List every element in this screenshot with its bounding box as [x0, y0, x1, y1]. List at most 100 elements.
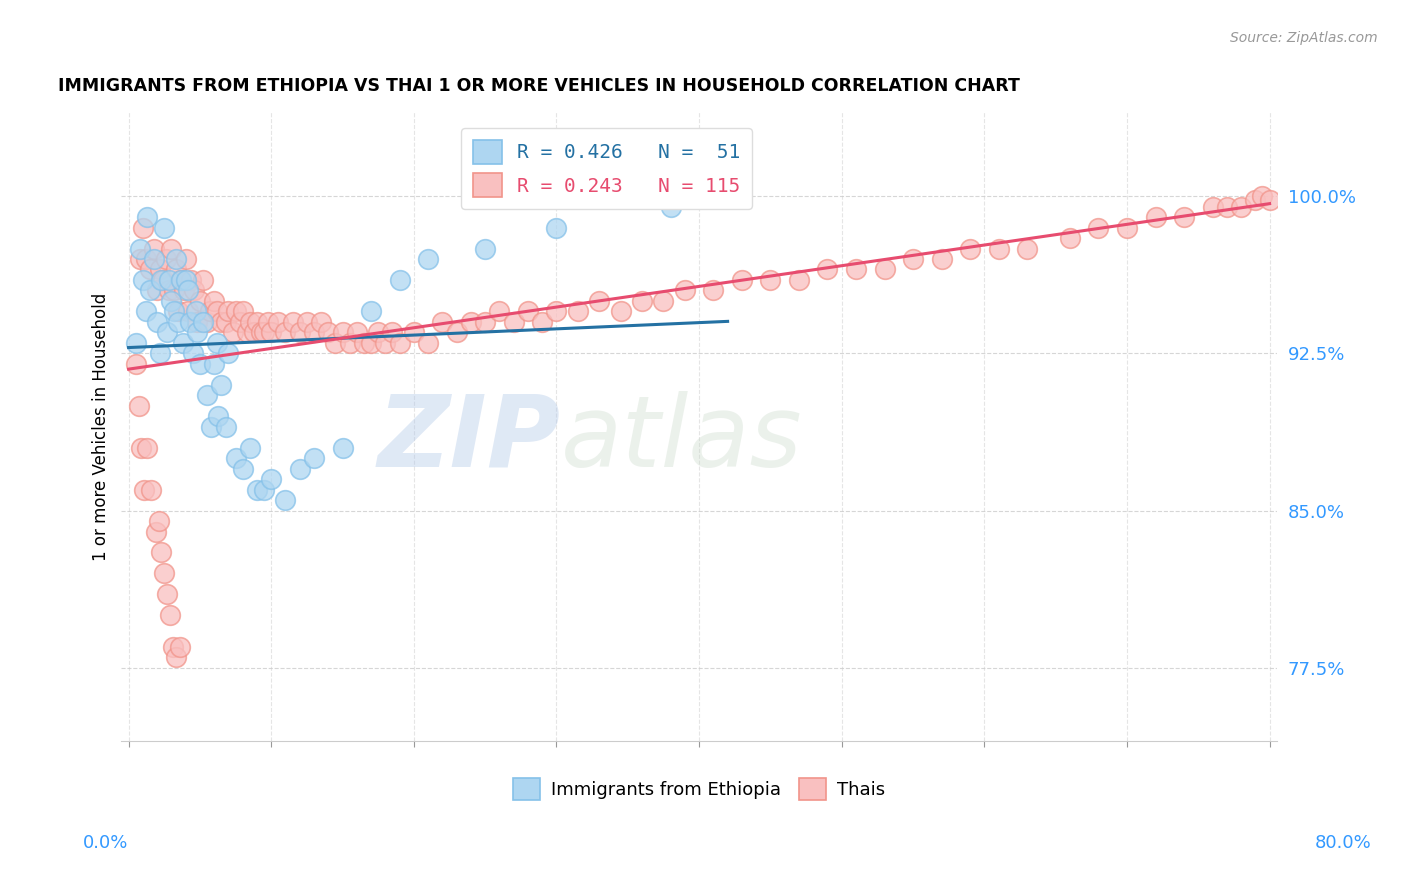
Point [546, 220, 568, 235]
Point [588, 293, 610, 308]
Point [446, 326, 468, 340]
Point [332, 441, 354, 455]
Point [157, 273, 180, 287]
Point [139, 262, 162, 277]
Point [631, 293, 654, 308]
Point [1173, 210, 1195, 224]
Point [174, 273, 197, 287]
Point [246, 315, 269, 329]
Point [250, 326, 273, 340]
Point [149, 346, 172, 360]
Point [845, 262, 868, 277]
Point [152, 273, 174, 287]
Point [132, 273, 155, 287]
Text: Source: ZipAtlas.com: Source: ZipAtlas.com [1230, 31, 1378, 45]
Point [260, 472, 283, 486]
Point [388, 335, 411, 350]
Point [236, 326, 259, 340]
Point [125, 357, 148, 371]
Point [609, 304, 631, 318]
Point [157, 284, 180, 298]
Point [165, 262, 187, 277]
Point [253, 483, 276, 497]
Point [474, 242, 496, 256]
Point [787, 273, 810, 287]
Point [959, 242, 981, 256]
Point [281, 315, 304, 329]
Point [474, 315, 496, 329]
Point [198, 304, 221, 318]
Point [145, 524, 167, 539]
Point [360, 335, 382, 350]
Text: 80.0%: 80.0% [1315, 834, 1371, 852]
Point [217, 304, 239, 318]
Point [516, 304, 538, 318]
Point [332, 326, 354, 340]
Point [987, 242, 1010, 256]
Point [167, 315, 190, 329]
Legend: Immigrants from Ethiopia, Thais: Immigrants from Ethiopia, Thais [506, 772, 893, 807]
Point [202, 293, 225, 308]
Point [170, 273, 193, 287]
Point [149, 262, 172, 277]
Point [180, 273, 202, 287]
Point [186, 315, 208, 329]
Point [374, 335, 396, 350]
Point [129, 242, 152, 256]
Point [173, 284, 195, 298]
Point [416, 335, 439, 350]
Point [148, 514, 170, 528]
Point [288, 326, 311, 340]
Point [205, 335, 228, 350]
Point [143, 242, 166, 256]
Point [131, 441, 153, 455]
Point [172, 335, 194, 350]
Point [302, 451, 325, 466]
Point [502, 315, 524, 329]
Point [339, 335, 361, 350]
Point [488, 304, 510, 318]
Point [156, 326, 179, 340]
Point [150, 545, 173, 559]
Point [546, 304, 568, 318]
Point [901, 252, 924, 266]
Point [232, 304, 254, 318]
Point [202, 357, 225, 371]
Point [146, 315, 169, 329]
Point [129, 252, 152, 266]
Point [209, 315, 232, 329]
Point [165, 252, 187, 266]
Point [200, 419, 222, 434]
Point [209, 377, 232, 392]
Text: IMMIGRANTS FROM ETHIOPIA VS THAI 1 OR MORE VEHICLES IN HOUSEHOLD CORRELATION CHA: IMMIGRANTS FROM ETHIOPIA VS THAI 1 OR MO… [58, 78, 1019, 95]
Point [1017, 242, 1039, 256]
Point [159, 608, 181, 623]
Point [214, 315, 236, 329]
Point [295, 315, 318, 329]
Point [184, 304, 207, 318]
Point [132, 220, 155, 235]
Y-axis label: 1 or more Vehicles in Household: 1 or more Vehicles in Household [93, 293, 110, 561]
Point [160, 293, 183, 308]
Point [288, 461, 311, 475]
Point [191, 315, 214, 329]
Point [388, 273, 411, 287]
Point [1244, 194, 1267, 208]
Point [1116, 220, 1139, 235]
Point [205, 304, 228, 318]
Point [931, 252, 953, 266]
Point [257, 315, 280, 329]
Point [183, 284, 205, 298]
Point [162, 640, 184, 654]
Point [225, 304, 247, 318]
Text: atlas: atlas [561, 391, 801, 488]
Point [309, 315, 332, 329]
Point [207, 409, 229, 424]
Point [163, 284, 186, 298]
Point [673, 284, 696, 298]
Point [214, 419, 236, 434]
Point [239, 315, 262, 329]
Point [260, 326, 283, 340]
Point [229, 315, 252, 329]
Point [136, 210, 159, 224]
